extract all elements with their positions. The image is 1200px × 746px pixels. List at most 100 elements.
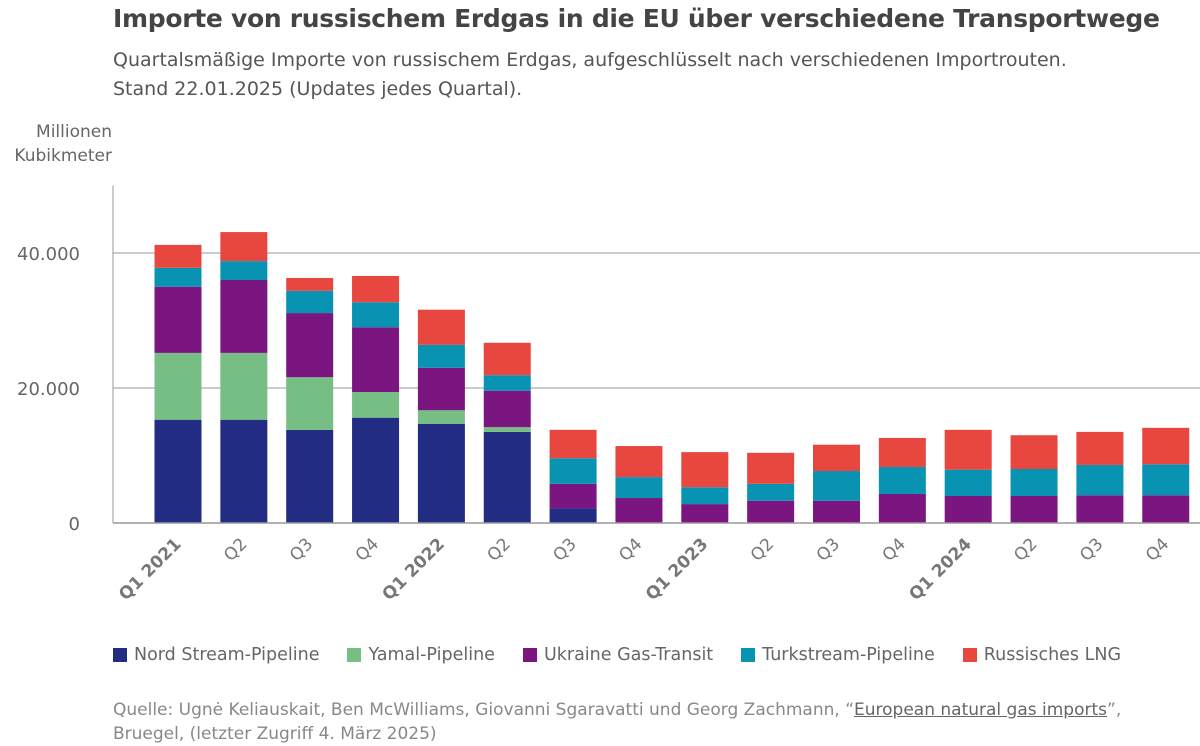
bar-segment [483,431,531,523]
legend-label: Russisches LNG [983,645,1122,665]
bar-segment [615,498,663,523]
bar-segment [681,452,729,488]
bar-segment [1142,495,1190,523]
bar-segment [1076,495,1124,523]
y-tick-label: 0 [69,514,80,535]
bar-segment [417,423,465,523]
bar-segment [1010,469,1058,496]
legend-swatch [962,648,977,662]
bar-segment [1010,496,1058,523]
bar-segment [352,302,400,328]
bar-segment [220,261,268,280]
bar-segment [483,342,531,376]
legend-item: Turkstream-Pipeline [741,645,935,665]
x-tick-label: Q3 [549,534,580,565]
bar-segment [286,429,334,523]
bar-segment [549,458,597,484]
source-note: Quelle: Ugnė Keliauskait, Ben McWilliams… [113,698,1200,746]
legend-label: Ukraine Gas-Transit [543,645,714,665]
bar-segment [549,483,597,509]
x-tick-label: Q2 [484,534,515,565]
bar-segment [549,508,597,523]
x-tick-label: Q3 [813,534,844,565]
bar-segment [483,390,531,428]
x-tick-label: Q1 2023 [642,534,712,604]
bar-segment [813,500,860,523]
subtitle-line-1: Quartalsmäßige Importe von russischem Er… [113,49,1067,71]
bar-segment [681,487,729,505]
bar-segment [154,286,202,353]
legend-label: Turkstream-Pipeline [762,645,935,665]
bar-segment [1076,431,1124,465]
bar-segment [352,392,400,418]
legend-swatch [347,648,362,662]
bar-segment [747,452,795,484]
bar-segment [483,427,531,432]
bar-segment [944,429,992,470]
source-link[interactable]: European natural gas imports [854,700,1108,720]
bar-segment [747,500,795,523]
legend-item: Ukraine Gas-Transit [522,645,714,665]
x-tick-label: Q4 [615,534,646,565]
x-tick-label: Q2 [747,534,778,565]
bar-segment [747,483,795,501]
bar-segment [220,419,268,523]
bar-segment [352,275,400,303]
bar-segment [615,446,663,478]
subtitle-line-2: Stand 22.01.2025 (Updates jedes Quartal)… [113,78,523,100]
x-tick-label: Q2 [1010,534,1041,565]
x-tick-label: Q3 [286,534,317,565]
legend-item: Nord Stream-Pipeline [113,645,319,665]
legend-swatch [741,648,756,662]
y-axis-label: Millionen Kubikmeter [0,120,112,168]
bar-segment [417,344,465,368]
bar-segment [878,437,926,467]
x-tick-label: Q4 [352,534,383,565]
legend-swatch [113,648,127,662]
x-tick-label: Q1 2022 [379,534,449,604]
bar-segment [154,352,202,420]
legend-item: Yamal-Pipeline [347,645,495,665]
source-text: Quelle: Ugnė Keliauskait, Ben McWilliams… [113,700,855,720]
bar-segment [878,466,926,494]
bar-segment [417,309,465,345]
bar-segment [220,352,268,420]
bar-segment [813,471,860,501]
y-tick-label: 40.000 [17,244,80,265]
chart-subtitle: Quartalsmäßige Importe von russischem Er… [113,46,1193,104]
x-tick-label: Q4 [1142,534,1173,565]
bar-segment [681,504,729,523]
x-tick-label: Q4 [879,534,910,565]
bar-segment [417,410,465,424]
bar-segment [944,469,992,496]
bar-segment [1076,464,1124,496]
legend-label: Yamal-Pipeline [368,645,495,665]
x-tick-label: Q3 [1076,534,1107,565]
source-line-2: Bruegel, (letzter Zugriff 4. März 2025) [113,724,437,744]
x-tick-label: Q1 2024 [905,534,975,604]
bar-segment [483,375,531,391]
legend: Nord Stream-Pipeline Yamal-Pipeline Ukrain… [113,645,1149,665]
bar-segment [286,277,334,291]
bar-segment [615,477,663,499]
bar-segment [1142,464,1190,496]
y-axis-label-line-2: Kubikmeter [14,146,112,166]
bar-segment [286,313,334,378]
bar-segment [549,429,597,459]
bar-segment [286,290,334,314]
bar-segment [878,493,926,523]
source-suffix: ”, [1107,700,1122,720]
bar-segment [352,417,400,523]
bar-segment [352,327,400,393]
x-tick-label: Q2 [220,534,251,565]
y-tick-label: 20.000 [17,379,80,400]
bar-segment [154,419,202,523]
bar-segment [220,280,268,353]
y-axis-label-line-1: Millionen [36,122,112,142]
bar-segment [1142,427,1190,465]
bar-segment [813,444,860,472]
bar-segment [286,377,334,430]
legend-swatch [522,648,537,662]
legend-label: Nord Stream-Pipeline [134,645,320,665]
